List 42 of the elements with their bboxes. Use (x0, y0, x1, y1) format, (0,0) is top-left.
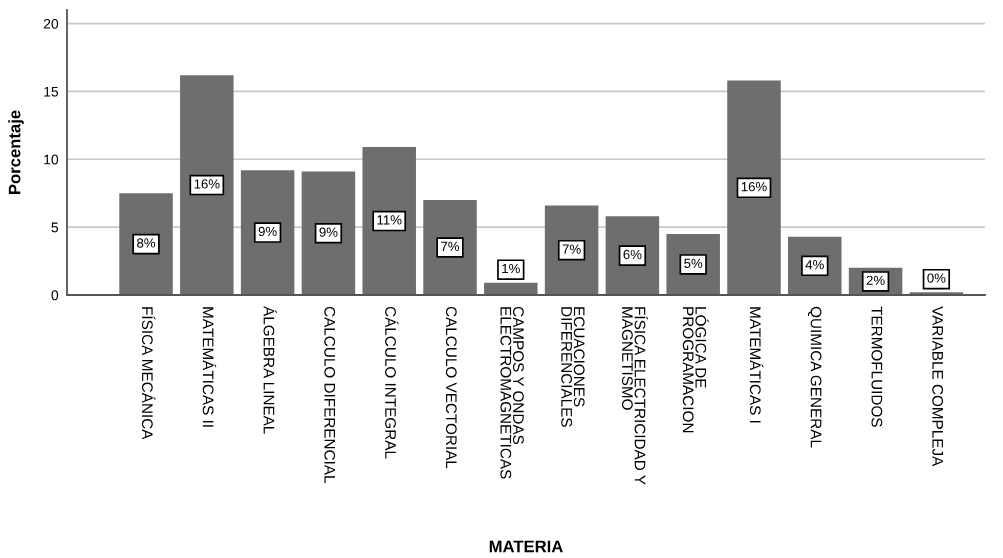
y-tick-label: 15 (44, 86, 59, 97)
x-tick-label: FÍSICA MECÁNICA (141, 307, 156, 440)
bar (119, 193, 173, 295)
x-axis-title: MATERIA (489, 540, 563, 553)
data-label: 16% (194, 179, 220, 189)
data-label: 9% (258, 226, 277, 237)
data-label: 5% (684, 258, 703, 269)
x-tick-label: VARIABLE COMPLEJA (932, 306, 944, 467)
x-tick-label: CAMPOS Y ONDAS ELECTROMAGNETICAS (500, 306, 524, 479)
x-tick-label: CALCULO DIFERENCIAL (324, 306, 336, 484)
x-tick-label: TERMOFLUIDOS (871, 306, 883, 427)
x-tick-label: CÁLCULO INTEGRAL (385, 306, 399, 459)
bar (727, 80, 781, 295)
bar (362, 147, 416, 295)
data-label: 7% (441, 241, 460, 251)
data-label: 7% (562, 244, 581, 254)
y-tick-label: 20 (43, 18, 59, 29)
x-tick-label: MATEMÁTICAS I (749, 307, 764, 423)
data-label: 9% (319, 227, 338, 237)
data-label: 1% (502, 263, 520, 274)
x-tick-label: ÁLGEBRA LINEAL (263, 306, 277, 434)
data-label: 6% (623, 249, 642, 260)
y-tick-label: 0 (51, 290, 59, 301)
data-label: 16% (741, 181, 767, 192)
x-tick-label: FÍSICA ELECTRICIDAD Y MAGNETISMO (622, 307, 648, 485)
bar (301, 171, 356, 295)
y-tick-label: 5 (51, 222, 59, 233)
data-label: 4% (805, 260, 824, 270)
x-tick-label: ECUACIONES DIFERENCIALES (561, 307, 585, 427)
y-axis-title: Porcentaje (8, 110, 24, 194)
x-tick-label: QUIMICA GENERAL (807, 306, 822, 448)
data-label: 11% (377, 215, 402, 225)
x-tick-label: LÓGICA DE PROGRAMACION (682, 307, 709, 433)
data-label: 8% (137, 238, 156, 248)
data-label: 2% (866, 275, 885, 285)
bar (180, 75, 234, 295)
data-label: 0% (927, 273, 946, 283)
bar (240, 170, 295, 295)
y-tick-label: 10 (44, 154, 59, 165)
bar (423, 200, 477, 295)
x-tick-label: CALCULO VECTORIAL (445, 306, 457, 469)
x-tick-label: MATEMÁTICAS II (202, 307, 217, 427)
